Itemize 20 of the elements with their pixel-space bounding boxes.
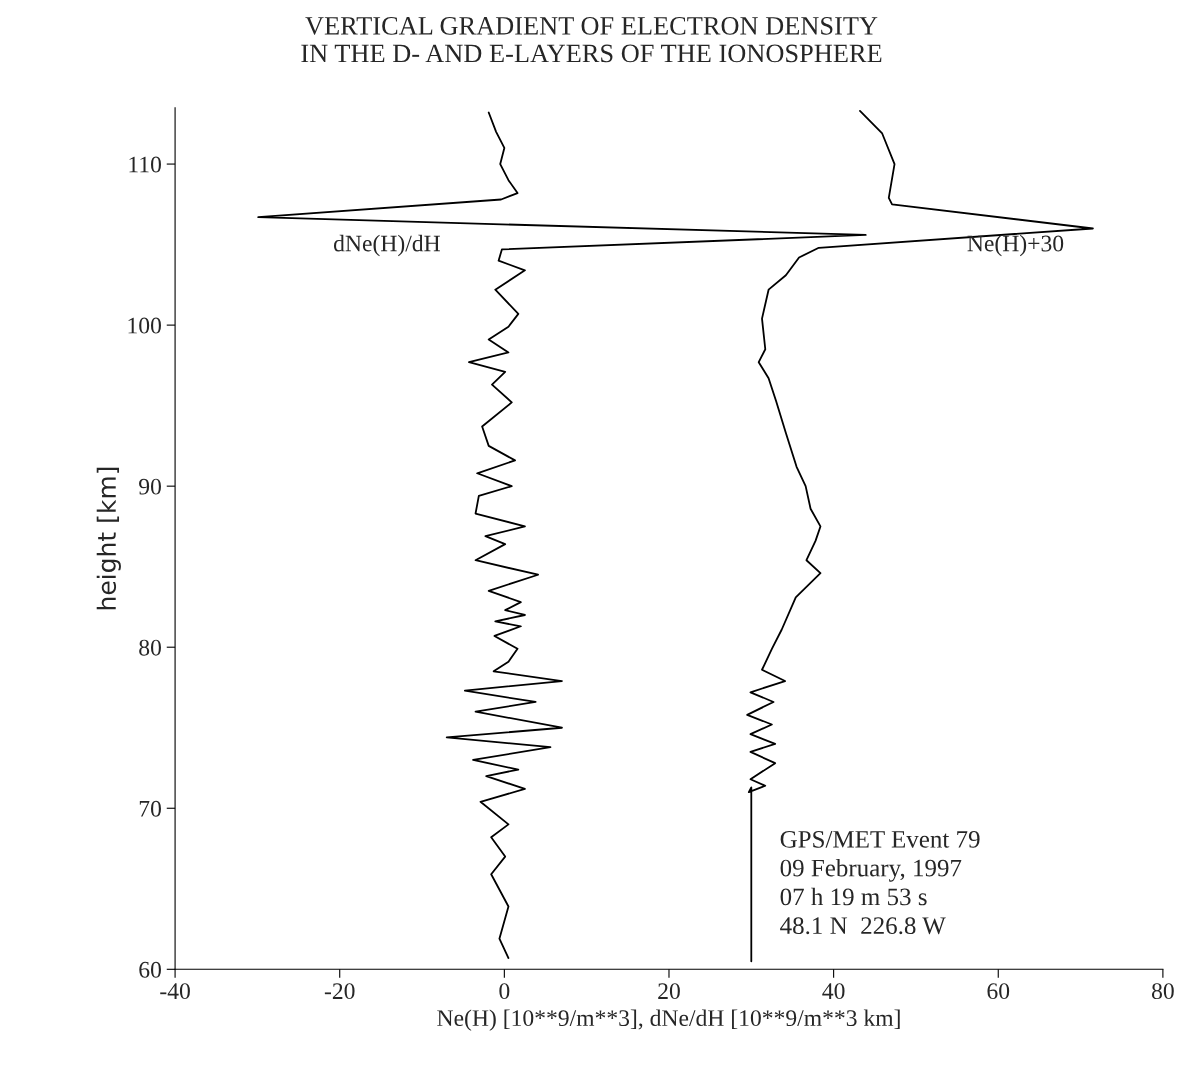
x-axis-title: Ne(H) [10**9/m**3], dNe/dH [10**9/m**3 km] — [437, 1009, 900, 1031]
y-tick-label: 110 — [129, 156, 161, 173]
y-tick-label: 90 — [139, 478, 161, 495]
annotation: GPS/MET Event 79 09 February, 1997 07 h 19 m 53 s 48.1 N 226.8 W — [780, 830, 980, 935]
x-tick-label: 20 — [658, 983, 680, 1000]
x-tick-label: 80 — [1151, 983, 1174, 1000]
series-label: dNe(H)/dH — [333, 234, 440, 257]
chart-title: VERTICAL GRADIENT OF ELECTRON DENSITY IN THE D- AND E-LAYERS OF THE IONOSPHERE — [301, 16, 882, 63]
y-tick-label: 60 — [139, 961, 161, 978]
x-tick-label: 0 — [499, 983, 510, 1000]
y-tick-label: 80 — [139, 639, 161, 656]
x-tick-label: -20 — [324, 983, 355, 1000]
series-label: Ne(H)+30 — [967, 234, 1064, 257]
x-tick-label: 40 — [822, 983, 845, 1000]
line-series — [746, 110, 1094, 963]
y-tick-label: 70 — [139, 800, 161, 817]
y-axis-title: height [km] — [96, 467, 121, 610]
y-tick-label: 100 — [128, 317, 161, 334]
x-tick-label: 60 — [987, 983, 1010, 1000]
x-tick-label: -40 — [160, 983, 190, 1000]
